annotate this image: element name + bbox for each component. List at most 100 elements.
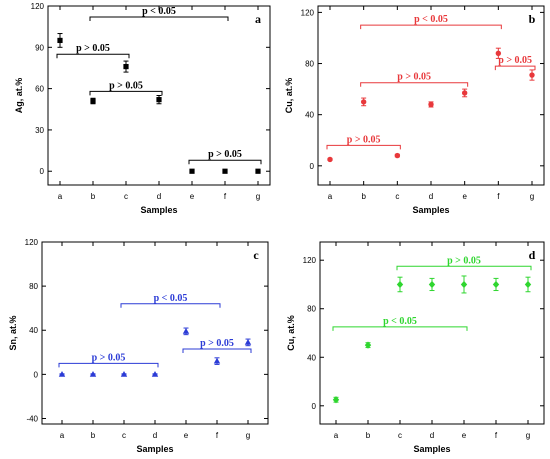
data-point: [182, 327, 190, 334]
y-tick-label: 80: [305, 60, 314, 69]
significance-label: p < 0.05: [383, 316, 417, 327]
x-tick-label: g: [530, 192, 534, 201]
significance-label: p > 0.05: [109, 80, 143, 91]
x-tick-label: a: [58, 192, 63, 201]
data-point: [524, 280, 532, 289]
y-tick-label: 40: [29, 326, 38, 335]
x-tick-label: f: [497, 192, 500, 201]
y-tick-label: 40: [307, 353, 316, 362]
y-tick-label: 30: [35, 126, 44, 135]
significance-label: p > 0.05: [76, 43, 110, 54]
x-tick-label: c: [398, 431, 402, 440]
plot-frame: [41, 241, 269, 425]
significance-bracket: [396, 265, 532, 271]
significance-bracket: [120, 303, 221, 308]
panel-letter: b: [529, 12, 536, 26]
x-tick-label: d: [430, 431, 434, 440]
y-tick-label: -40: [26, 414, 38, 423]
significance-bracket: [326, 144, 401, 150]
y-tick-label: 0: [312, 402, 317, 411]
y-tick-label: 120: [301, 8, 315, 17]
data-point: [428, 280, 436, 289]
y-tick-label: 120: [25, 238, 39, 247]
x-axis-title: Samples: [413, 444, 450, 454]
data-point: [244, 338, 252, 345]
x-tick-label: a: [60, 431, 65, 440]
y-tick-label: 80: [307, 305, 316, 314]
significance-bracket: [494, 65, 536, 71]
significance-label: p > 0.05: [208, 149, 242, 160]
y-tick-label: 120: [31, 2, 45, 11]
data-point: [213, 357, 221, 364]
x-tick-label: e: [190, 192, 195, 201]
data-point: [492, 280, 500, 289]
data-point: [396, 280, 404, 289]
data-point: [57, 37, 63, 44]
significance-bracket: [58, 362, 159, 368]
data-point: [89, 370, 97, 377]
significance-bracket: [188, 159, 262, 165]
x-axis-title: Samples: [136, 444, 173, 454]
x-tick-label: b: [366, 431, 371, 440]
x-tick-label: c: [122, 431, 126, 440]
y-tick-label: 120: [303, 256, 317, 265]
x-tick-label: b: [91, 192, 96, 201]
y-tick-label: 90: [35, 43, 44, 52]
significance-bracket: [332, 326, 468, 331]
x-tick-label: d: [429, 192, 433, 201]
data-point: [222, 168, 228, 174]
x-axis-title: Samples: [140, 205, 177, 215]
panel-letter: d: [529, 248, 536, 262]
data-point: [90, 98, 96, 104]
x-tick-label: f: [495, 431, 498, 440]
data-point: [120, 370, 128, 377]
data-point: [495, 50, 502, 57]
significance-bracket: [182, 348, 252, 353]
significance-label: p < 0.05: [414, 14, 448, 25]
y-tick-label: 0: [310, 162, 315, 171]
data-point: [364, 341, 372, 349]
significance-label: p > 0.05: [200, 338, 234, 349]
plot-frame: [319, 241, 545, 425]
data-point: [151, 370, 159, 377]
y-axis-title: Ag, at.%: [14, 78, 24, 114]
data-point: [529, 72, 535, 78]
panel-letter: c: [253, 248, 259, 262]
y-tick-label: 60: [35, 85, 44, 94]
data-point: [58, 370, 66, 377]
x-tick-label: b: [361, 192, 366, 201]
data-point: [428, 101, 434, 108]
x-tick-label: c: [395, 192, 399, 201]
panel-letter: a: [255, 12, 261, 26]
data-point: [461, 90, 468, 96]
x-tick-label: e: [184, 431, 189, 440]
x-tick-label: c: [124, 192, 128, 201]
significance-label: p > 0.05: [447, 255, 481, 266]
x-tick-label: g: [246, 431, 250, 440]
data-point: [332, 396, 340, 404]
data-point: [394, 152, 401, 159]
x-tick-label: d: [153, 431, 157, 440]
y-tick-label: 40: [305, 111, 314, 120]
x-tick-label: f: [216, 431, 219, 440]
x-tick-label: g: [256, 192, 260, 201]
significance-label: p > 0.05: [498, 55, 532, 66]
y-tick-label: 0: [34, 370, 39, 379]
chart-panel-c: -40 0 40 80 120 a b c d e f g Samples Sn, at.% c p < 0.…: [8, 238, 269, 454]
plot-frame: [317, 5, 545, 186]
significance-label: p < 0.05: [154, 293, 188, 304]
x-tick-label: e: [462, 192, 467, 201]
x-tick-label: a: [334, 431, 339, 440]
significance-label: p > 0.05: [92, 352, 126, 363]
significance-label: p > 0.05: [397, 72, 431, 83]
significance-bracket: [89, 90, 163, 96]
y-axis-title: Sn, at.%: [8, 315, 18, 350]
y-tick-label: 80: [29, 282, 38, 291]
x-axis-title: Samples: [412, 205, 449, 215]
x-tick-label: f: [224, 192, 227, 201]
significance-bracket: [56, 53, 130, 59]
chart-panel-a: 0 30 60 90 120 a b c d e f g Samples Ag, at.% a p < 0.0…: [14, 2, 271, 215]
significance-bracket: [360, 24, 502, 30]
y-axis-title: Cu, at.%: [284, 78, 294, 114]
